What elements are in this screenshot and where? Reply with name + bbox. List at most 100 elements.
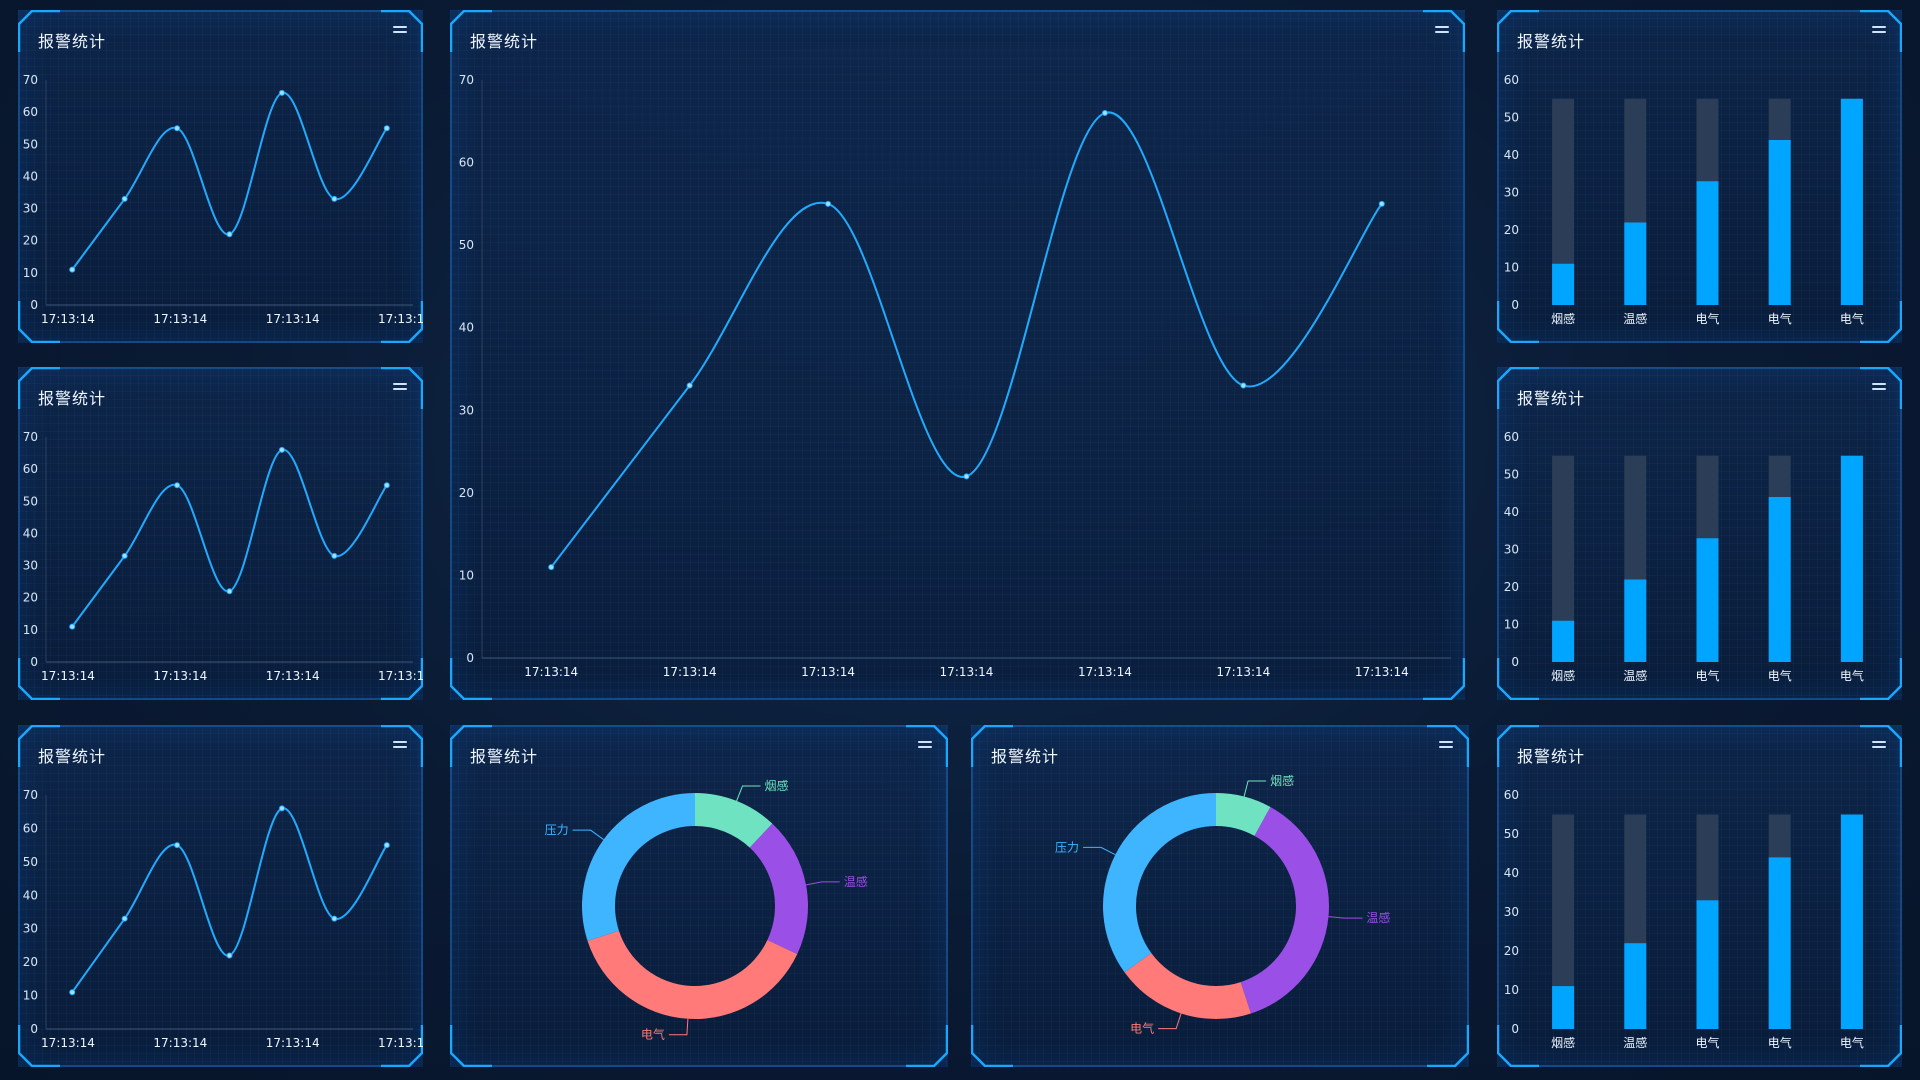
menu-icon[interactable] bbox=[918, 741, 932, 753]
data-point bbox=[278, 805, 285, 812]
label-leader-line bbox=[1083, 846, 1116, 856]
y-tick-label: 10 bbox=[459, 568, 474, 582]
x-tick-label: 17:13:14 bbox=[41, 669, 95, 683]
menu-icon[interactable] bbox=[393, 741, 407, 753]
x-tick-label: 烟感 bbox=[1551, 1035, 1575, 1050]
y-tick-label: 60 bbox=[23, 105, 38, 119]
menu-icon[interactable] bbox=[393, 383, 407, 395]
menu-icon[interactable] bbox=[1872, 26, 1886, 38]
x-tick-label: 17:13:14 bbox=[153, 1036, 207, 1050]
bar bbox=[1768, 140, 1791, 305]
y-tick-label: 10 bbox=[23, 266, 38, 280]
data-point bbox=[963, 473, 970, 480]
menu-icon[interactable] bbox=[1872, 741, 1886, 753]
y-tick-label: 30 bbox=[23, 559, 38, 573]
data-point bbox=[226, 588, 233, 595]
y-tick-label: 20 bbox=[23, 234, 38, 248]
line-chart: 0 10 20 30 40 50 60 70 17:13:14 17:13:14 17:13:14 1… bbox=[459, 73, 1451, 679]
line-chart: 0 10 20 30 40 50 60 70 17:13:14 17:13:14 17:13:14 1… bbox=[23, 430, 423, 683]
y-tick-label: 60 bbox=[23, 462, 38, 476]
data-point bbox=[278, 446, 285, 453]
slice-label: 温感 bbox=[844, 874, 868, 889]
donut-slice bbox=[749, 823, 808, 955]
x-tick-label: 电气 bbox=[1768, 668, 1792, 683]
y-tick-label: 30 bbox=[459, 403, 474, 417]
data-point bbox=[383, 125, 390, 132]
x-tick-label: 17:13:14 bbox=[940, 665, 994, 679]
y-tick-label: 70 bbox=[23, 788, 38, 802]
panel-bar-2: 报警统计 0 10 20 30 40 50 60 烟感 温感 电气 电气 电气 bbox=[1497, 367, 1902, 700]
panel-pie-2: 报警统计 烟感 温感 电气 压力 bbox=[971, 725, 1469, 1067]
panel-title: 报警统计 bbox=[38, 32, 107, 51]
y-tick-label: 20 bbox=[1504, 580, 1519, 594]
menu-icon[interactable] bbox=[1435, 26, 1449, 38]
x-tick-label: 17:13:14 bbox=[663, 665, 717, 679]
bar bbox=[1624, 222, 1647, 305]
panel-bar-3: 报警统计 0 10 20 30 40 50 60 烟感 温感 电气 电气 电气 bbox=[1497, 725, 1902, 1067]
line-chart: 0 10 20 30 40 50 60 70 17:13:14 17:13:14 17:13:14 1… bbox=[23, 788, 423, 1050]
x-tick-label: 烟感 bbox=[1551, 668, 1575, 683]
menu-icon[interactable] bbox=[1872, 383, 1886, 395]
data-point bbox=[331, 552, 338, 559]
y-tick-label: 50 bbox=[23, 137, 38, 151]
bar bbox=[1624, 579, 1647, 662]
x-tick-label: 17:13:14 bbox=[378, 312, 423, 326]
y-tick-label: 40 bbox=[1504, 148, 1519, 162]
y-tick-label: 50 bbox=[1504, 468, 1519, 482]
bar bbox=[1696, 538, 1719, 662]
x-tick-label: 电气 bbox=[1695, 668, 1719, 683]
y-tick-label: 0 bbox=[30, 1022, 38, 1036]
data-point bbox=[121, 915, 128, 922]
data-point bbox=[1101, 110, 1108, 117]
panel-bar-1: 报警统计 0 10 20 30 40 50 60 烟感 温感 电气 电气 电气 bbox=[1497, 10, 1902, 343]
y-tick-label: 0 bbox=[30, 655, 38, 669]
y-tick-label: 40 bbox=[459, 321, 474, 335]
y-tick-label: 60 bbox=[23, 821, 38, 835]
line-series bbox=[550, 111, 1383, 568]
x-tick-label: 17:13:14 bbox=[1355, 665, 1409, 679]
x-tick-label: 17:13:14 bbox=[41, 312, 95, 326]
data-point bbox=[331, 195, 338, 202]
data-point bbox=[174, 125, 181, 132]
panel-title: 报警统计 bbox=[1517, 747, 1586, 766]
bar-background bbox=[1552, 455, 1575, 662]
panel-title: 报警统计 bbox=[1517, 32, 1586, 51]
panel-line-large: 报警统计 0 10 20 30 40 50 60 70 17:13:14 17:13:14 17:1… bbox=[450, 10, 1465, 700]
y-tick-label: 0 bbox=[1511, 298, 1519, 312]
x-tick-label: 17:13:14 bbox=[153, 312, 207, 326]
y-tick-label: 20 bbox=[1504, 944, 1519, 958]
x-tick-label: 17:13:14 bbox=[266, 669, 320, 683]
y-tick-label: 50 bbox=[23, 494, 38, 508]
x-tick-label: 17:13:14 bbox=[1216, 665, 1270, 679]
y-tick-label: 30 bbox=[1504, 905, 1519, 919]
panel-title: 报警统计 bbox=[1517, 389, 1586, 408]
y-tick-label: 20 bbox=[23, 591, 38, 605]
y-tick-label: 0 bbox=[466, 651, 474, 665]
data-point bbox=[174, 482, 181, 489]
x-tick-label: 电气 bbox=[1840, 311, 1864, 326]
y-tick-label: 0 bbox=[1511, 655, 1519, 669]
x-tick-label: 17:13:14 bbox=[524, 665, 578, 679]
x-tick-label: 电气 bbox=[1768, 311, 1792, 326]
x-tick-label: 17:13:14 bbox=[266, 1036, 320, 1050]
y-tick-label: 30 bbox=[1504, 543, 1519, 557]
bar bbox=[1696, 181, 1719, 305]
y-tick-label: 20 bbox=[1504, 223, 1519, 237]
slice-label: 压力 bbox=[545, 823, 569, 837]
data-point bbox=[548, 564, 555, 571]
menu-icon[interactable] bbox=[393, 26, 407, 38]
bar-chart: 0 10 20 30 40 50 60 烟感 温感 电气 电气 电气 bbox=[1504, 73, 1864, 326]
bar bbox=[1696, 900, 1719, 1029]
slice-label: 烟感 bbox=[764, 778, 788, 793]
y-tick-label: 40 bbox=[23, 169, 38, 183]
y-tick-label: 0 bbox=[30, 298, 38, 312]
y-tick-label: 50 bbox=[23, 855, 38, 869]
bar-chart: 0 10 20 30 40 50 60 烟感 温感 电气 电气 电气 bbox=[1504, 788, 1864, 1050]
panel-title: 报警统计 bbox=[991, 747, 1060, 766]
data-point bbox=[383, 842, 390, 849]
menu-icon[interactable] bbox=[1439, 741, 1453, 753]
panel-title: 报警统计 bbox=[38, 747, 107, 766]
y-tick-label: 20 bbox=[459, 486, 474, 500]
donut-slice bbox=[587, 930, 798, 1019]
